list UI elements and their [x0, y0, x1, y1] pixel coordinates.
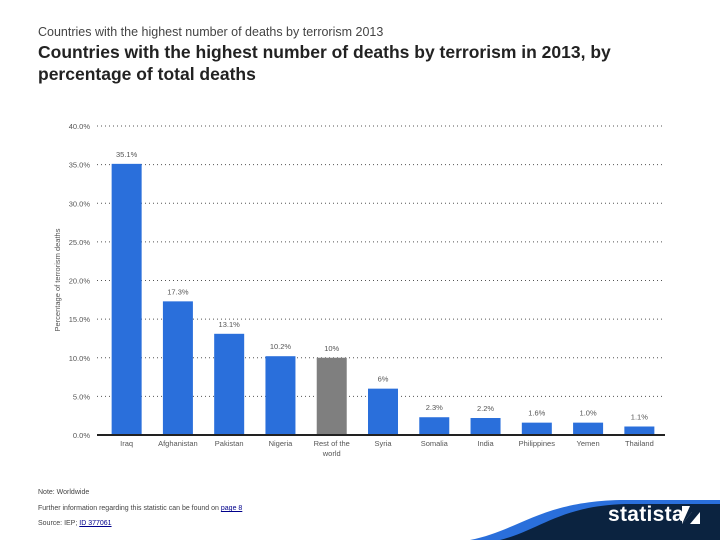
x-tick-label: Iraq [120, 439, 133, 448]
y-axis-label: Percentage of terrorism deaths [53, 228, 62, 331]
bar [624, 426, 655, 435]
data-label: 13.1% [219, 320, 241, 329]
data-label: 10.2% [270, 342, 292, 351]
x-tick-label: Pakistan [215, 439, 244, 448]
y-tick-label: 5.0% [73, 392, 90, 401]
bar [368, 388, 398, 435]
data-label: 1.6% [528, 409, 545, 418]
x-tick-label: Thailand [625, 439, 654, 448]
x-tick-label: Syria [374, 439, 392, 448]
y-tick-label: 30.0% [69, 199, 91, 208]
bar [111, 163, 142, 436]
statista-logo-icon [682, 506, 700, 524]
x-tick-label: Rest of the [314, 439, 350, 448]
bar [316, 357, 347, 435]
data-label: 1.0% [580, 409, 597, 418]
x-tick-label: India [477, 439, 494, 448]
further-info: Further information regarding this stati… [38, 505, 242, 512]
bar [214, 333, 245, 435]
data-label: 6% [378, 375, 389, 384]
data-label: 1.1% [631, 413, 648, 422]
x-tick-label: Nigeria [269, 439, 294, 448]
further-text: Further information regarding this stati… [38, 505, 219, 512]
x-tick-label: world [322, 449, 341, 458]
bar [470, 418, 501, 435]
bar [162, 301, 193, 435]
bar [419, 417, 450, 435]
y-tick-label: 10.0% [69, 354, 91, 363]
y-tick-label: 20.0% [69, 277, 91, 286]
page-link[interactable]: page 8 [220, 505, 243, 512]
note: Note: Worldwide [38, 489, 90, 496]
logo-text: statista [608, 503, 684, 526]
y-tick-label: 25.0% [69, 238, 91, 247]
bar [265, 356, 296, 435]
bar [521, 422, 552, 435]
x-tick-label: Somalia [421, 439, 449, 448]
data-label: 17.3% [167, 287, 189, 296]
y-tick-label: 15.0% [69, 315, 91, 324]
data-label: 2.2% [477, 404, 494, 413]
source: Source: IEP; ID 377061 [38, 520, 112, 527]
chart-title: Countries with the highest number of dea… [38, 42, 611, 84]
source-text: Source: IEP; [38, 520, 78, 527]
y-tick-label: 0.0% [73, 431, 90, 440]
supertitle: Countries with the highest number of dea… [38, 25, 384, 39]
data-label: 35.1% [116, 150, 138, 159]
bar-chart: 0.0% 5.0% 10.0% 15.0% 20.0% 25.0% 30.0% 35.0% 40… [53, 122, 665, 458]
x-tick-label: Philippines [519, 439, 556, 448]
x-tick-label: Afghanistan [158, 439, 198, 448]
statista-logo[interactable]: statista [608, 503, 684, 527]
id-link[interactable]: ID 377061 [79, 520, 112, 527]
bar [573, 422, 604, 435]
y-tick-label: 35.0% [69, 161, 91, 170]
footer-band [470, 500, 720, 540]
data-label: 2.3% [426, 403, 443, 412]
y-tick-label: 40.0% [69, 122, 91, 131]
data-label: 10% [324, 344, 339, 353]
x-tick-label: Yemen [577, 439, 600, 448]
